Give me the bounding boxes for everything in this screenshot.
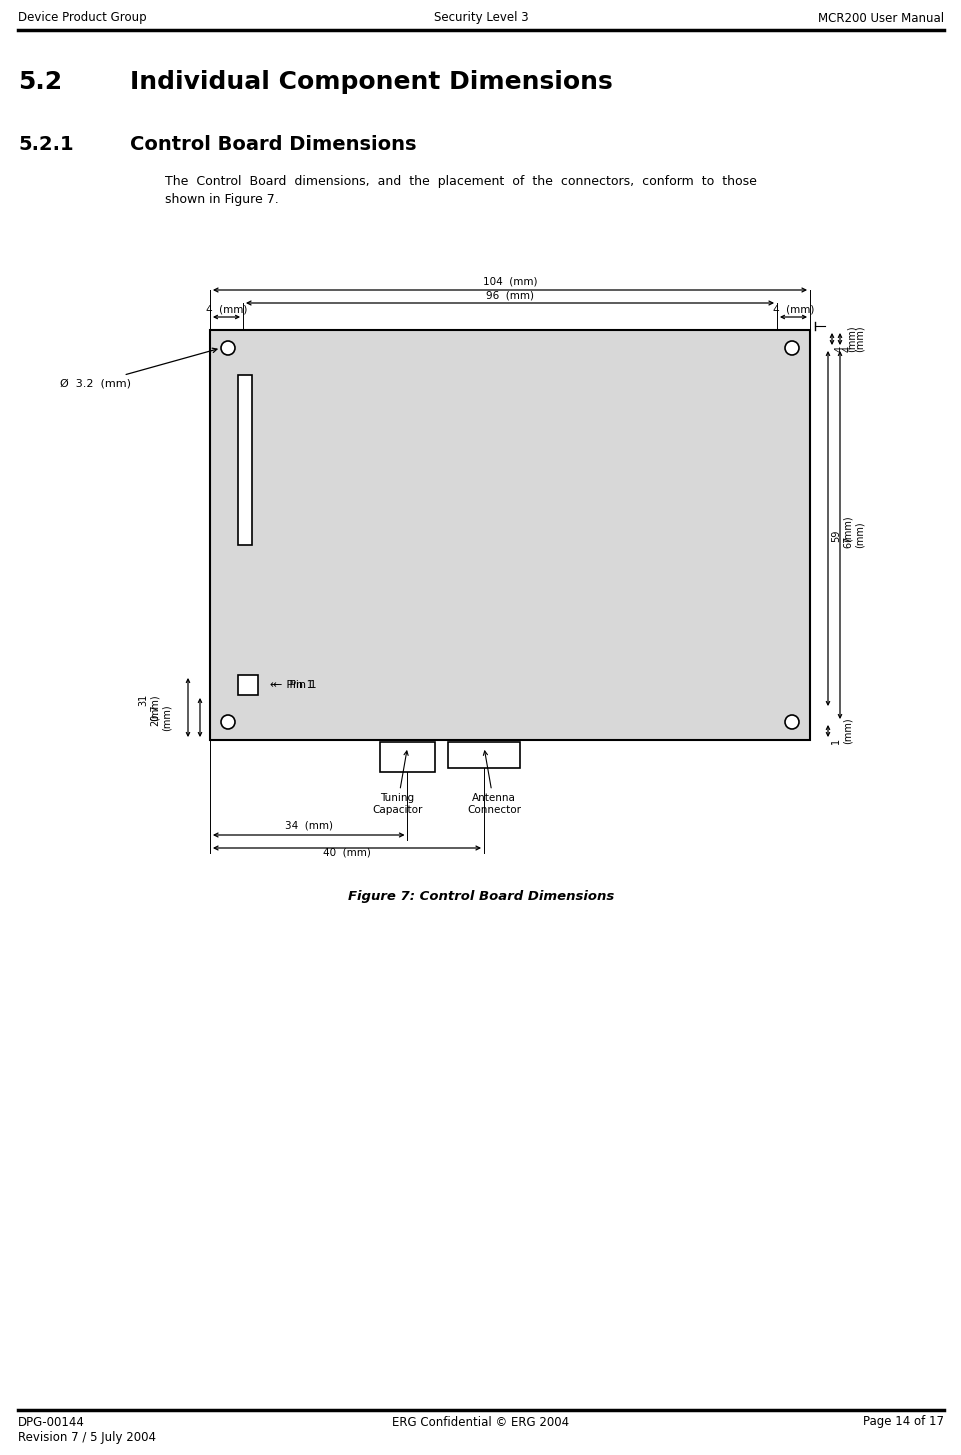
Text: 5.2.1: 5.2.1	[18, 135, 74, 154]
Text: 5.2: 5.2	[18, 70, 62, 95]
Text: Page 14 of 17: Page 14 of 17	[862, 1416, 943, 1429]
Text: 1
(mm): 1 (mm)	[830, 717, 851, 745]
Text: Control Board Dimensions: Control Board Dimensions	[130, 135, 416, 154]
Text: 67
(mm): 67 (mm)	[842, 522, 864, 549]
Text: 59
(mm): 59 (mm)	[830, 515, 851, 541]
Text: 4  (mm): 4 (mm)	[772, 304, 813, 314]
Text: Antenna
Connector: Antenna Connector	[466, 751, 521, 815]
Text: ←  Pin 1: ← Pin 1	[273, 679, 316, 690]
Text: Security Level 3: Security Level 3	[433, 12, 528, 25]
Text: 4
(mm): 4 (mm)	[842, 326, 864, 352]
Text: MCR200 User Manual: MCR200 User Manual	[817, 12, 943, 25]
Text: 34  (mm): 34 (mm)	[284, 821, 333, 831]
Circle shape	[784, 340, 799, 355]
Text: 96  (mm): 96 (mm)	[485, 290, 533, 300]
Text: Tuning
Capacitor: Tuning Capacitor	[372, 751, 422, 815]
Circle shape	[221, 714, 234, 729]
Text: 31
(mm): 31 (mm)	[138, 694, 160, 720]
Text: 4
(mm): 4 (mm)	[834, 326, 855, 352]
Text: Figure 7: Control Board Dimensions: Figure 7: Control Board Dimensions	[348, 890, 613, 904]
Bar	[380, 742, 434, 773]
Bar	[237, 375, 252, 546]
Circle shape	[784, 714, 799, 729]
Text: Revision 7 / 5 July 2004: Revision 7 / 5 July 2004	[18, 1432, 156, 1445]
Bar	[209, 330, 809, 741]
Text: 104  (mm): 104 (mm)	[482, 276, 536, 287]
Text: ERG Confidential © ERG 2004: ERG Confidential © ERG 2004	[392, 1416, 569, 1429]
Text: Individual Component Dimensions: Individual Component Dimensions	[130, 70, 612, 95]
Circle shape	[221, 340, 234, 355]
Text: 4  (mm): 4 (mm)	[206, 304, 247, 314]
Text: 20.7
(mm): 20.7 (mm)	[150, 704, 172, 730]
Bar	[237, 675, 258, 695]
Text: shown in Figure 7.: shown in Figure 7.	[165, 194, 279, 207]
Text: 40  (mm): 40 (mm)	[323, 848, 371, 858]
Text: ←  Pin 1: ← Pin 1	[270, 679, 313, 690]
Bar	[448, 742, 520, 768]
Text: The  Control  Board  dimensions,  and  the  placement  of  the  connectors,  con: The Control Board dimensions, and the pl…	[165, 175, 756, 188]
Text: Ø  3.2  (mm): Ø 3.2 (mm)	[60, 348, 217, 388]
Text: DPG-00144: DPG-00144	[18, 1416, 85, 1429]
Text: Device Product Group: Device Product Group	[18, 12, 146, 25]
